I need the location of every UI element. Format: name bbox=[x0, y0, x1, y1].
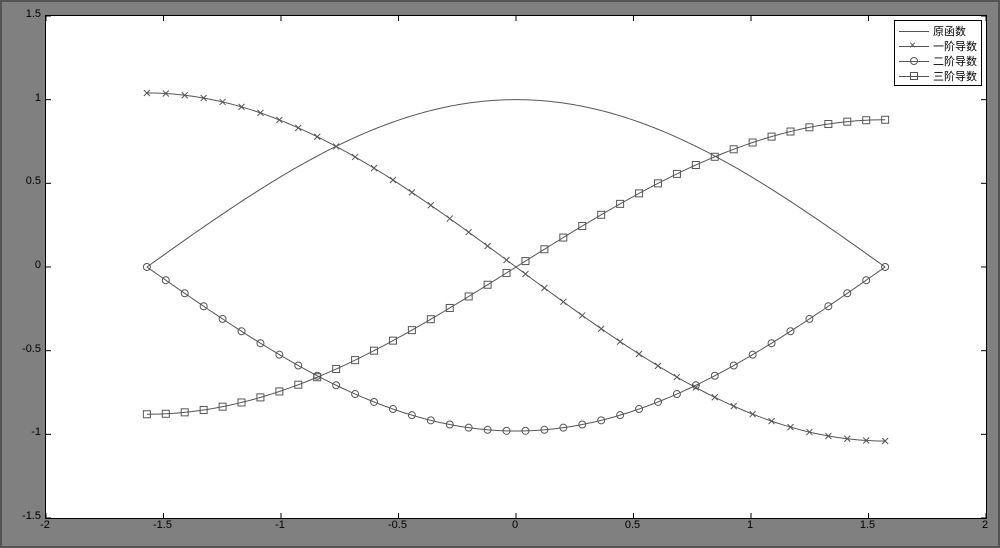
y-tick-label: 0.5 bbox=[15, 175, 41, 187]
legend-label: 一阶导数 bbox=[933, 38, 977, 54]
legend-label: 三阶导数 bbox=[933, 68, 977, 84]
plot-svg bbox=[46, 16, 986, 518]
x-tick-label: 1 bbox=[740, 519, 760, 531]
y-tick-label: 0 bbox=[15, 259, 41, 271]
legend-item-third-deriv: 三阶导数 bbox=[899, 68, 977, 83]
series-original bbox=[147, 100, 885, 267]
series-third-deriv bbox=[147, 120, 885, 415]
x-tick-label: -0.5 bbox=[388, 519, 408, 531]
y-tick-label: 1.5 bbox=[15, 8, 41, 20]
x-tick-label: 0 bbox=[505, 519, 525, 531]
x-tick-label: 2 bbox=[975, 519, 995, 531]
legend-item-first-deriv: ×一阶导数 bbox=[899, 38, 977, 53]
legend-item-original: 原函数 bbox=[899, 23, 977, 38]
figure-container: 原函数×一阶导数二阶导数三阶导数 -2-1.5-1-0.500.511.52-1… bbox=[0, 0, 1000, 548]
y-tick-label: -1 bbox=[15, 426, 41, 438]
x-tick-label: 0.5 bbox=[623, 519, 643, 531]
legend-box: 原函数×一阶导数二阶导数三阶导数 bbox=[894, 20, 982, 86]
x-tick-label: -1 bbox=[270, 519, 290, 531]
y-tick-label: -1.5 bbox=[15, 510, 41, 522]
series-second-deriv bbox=[147, 267, 885, 431]
plot-area: 原函数×一阶导数二阶导数三阶导数 bbox=[45, 15, 987, 519]
y-tick-label: -0.5 bbox=[15, 343, 41, 355]
y-tick-label: 1 bbox=[15, 92, 41, 104]
legend-label: 二阶导数 bbox=[933, 53, 977, 69]
x-tick-label: -1.5 bbox=[153, 519, 173, 531]
x-tick-label: 1.5 bbox=[858, 519, 878, 531]
legend-label: 原函数 bbox=[933, 23, 966, 39]
legend-item-second-deriv: 二阶导数 bbox=[899, 53, 977, 68]
